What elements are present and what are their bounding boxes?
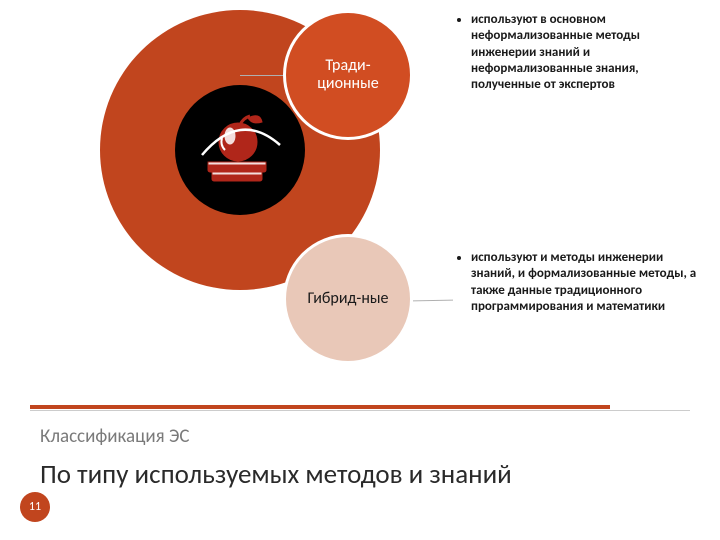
circle-traditional: Тради-ционные <box>283 10 413 140</box>
bullet-traditional: используют в основном неформализованные … <box>455 12 700 93</box>
circle-traditional-label: Тради-ционные <box>317 57 378 94</box>
bullet-hybrid-text: используют и методы инженерии знаний, и … <box>471 250 700 315</box>
page-number: 11 <box>29 500 41 514</box>
circle-hybrid-label: Гибрид-ные <box>308 290 389 308</box>
subtitle: Классификация ЭС <box>40 425 190 448</box>
divider-thin <box>30 410 690 411</box>
books-apple-icon <box>190 100 290 200</box>
bullet-hybrid: используют и методы инженерии знаний, и … <box>455 250 700 315</box>
books-apple-icon-bg <box>175 85 305 215</box>
page-title: По типу используемых методов и знаний <box>40 458 512 491</box>
slide: Тради-ционные Гибрид-ные используют в ос… <box>0 0 720 540</box>
divider-accent <box>30 405 610 409</box>
circle-hybrid: Гибрид-ные <box>283 234 413 364</box>
bullet-traditional-text: используют в основном неформализованные … <box>471 12 700 93</box>
page-number-badge: 11 <box>20 492 50 522</box>
connector-line-hyb <box>413 300 453 302</box>
